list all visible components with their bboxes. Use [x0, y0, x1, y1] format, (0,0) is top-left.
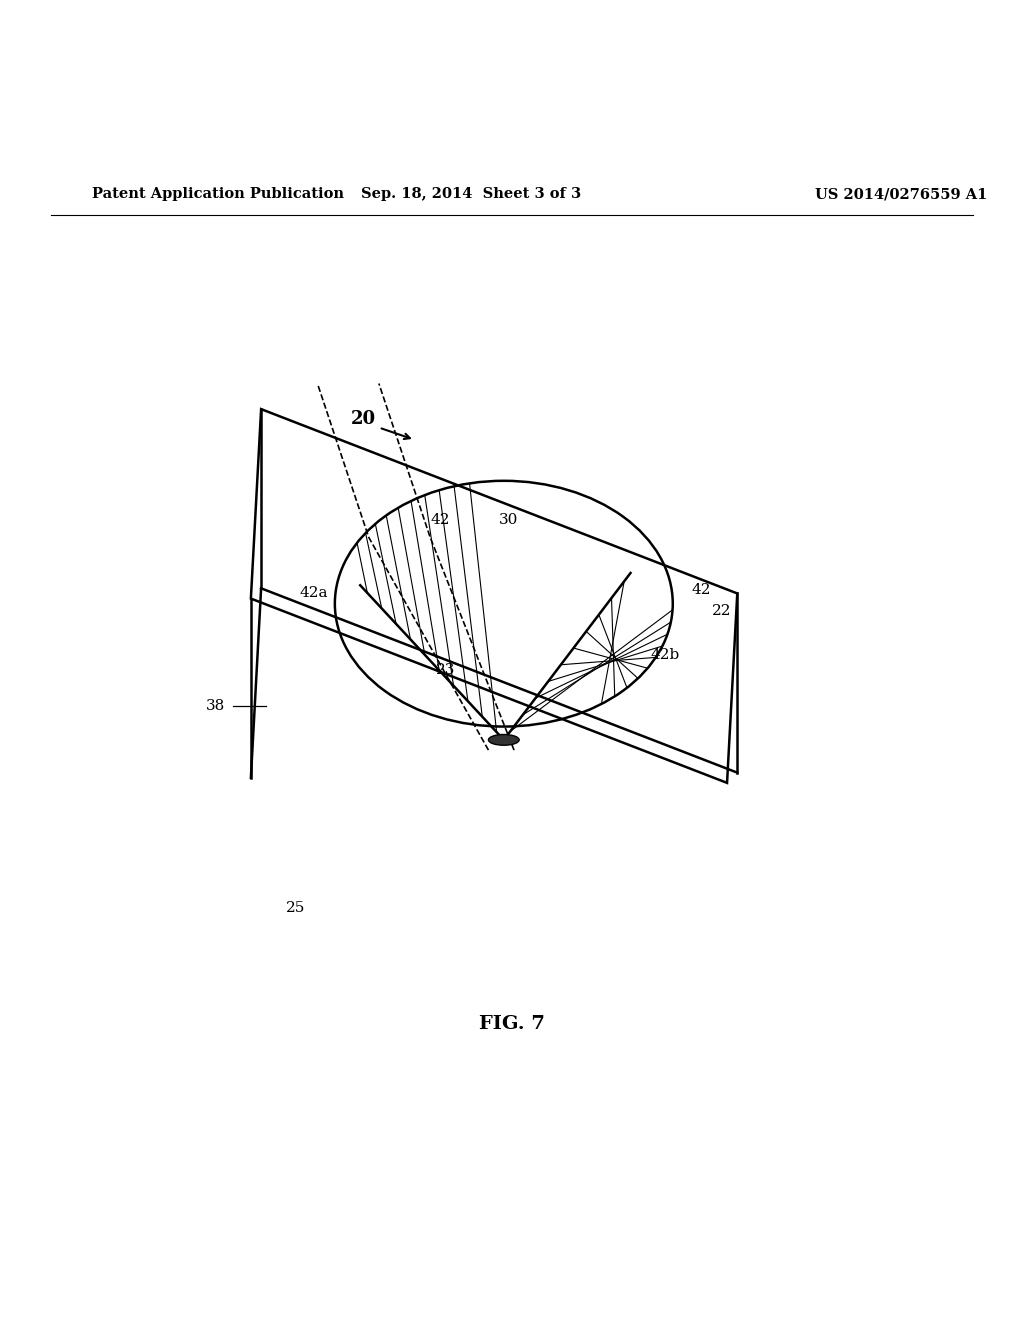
Text: Patent Application Publication: Patent Application Publication	[92, 187, 344, 201]
Text: 20: 20	[351, 411, 376, 429]
Text: FIG. 7: FIG. 7	[479, 1015, 545, 1032]
Ellipse shape	[488, 734, 519, 746]
Text: 38: 38	[206, 700, 225, 713]
Text: 42: 42	[691, 583, 711, 598]
Text: US 2014/0276559 A1: US 2014/0276559 A1	[815, 187, 987, 201]
Text: 23: 23	[436, 663, 455, 677]
Text: 22: 22	[712, 603, 731, 618]
Text: 42: 42	[430, 512, 451, 527]
Text: Sep. 18, 2014  Sheet 3 of 3: Sep. 18, 2014 Sheet 3 of 3	[361, 187, 581, 201]
Text: 42b: 42b	[650, 648, 680, 661]
Text: 42a: 42a	[299, 586, 328, 601]
Text: 25: 25	[286, 900, 305, 915]
Text: 30: 30	[500, 512, 518, 527]
